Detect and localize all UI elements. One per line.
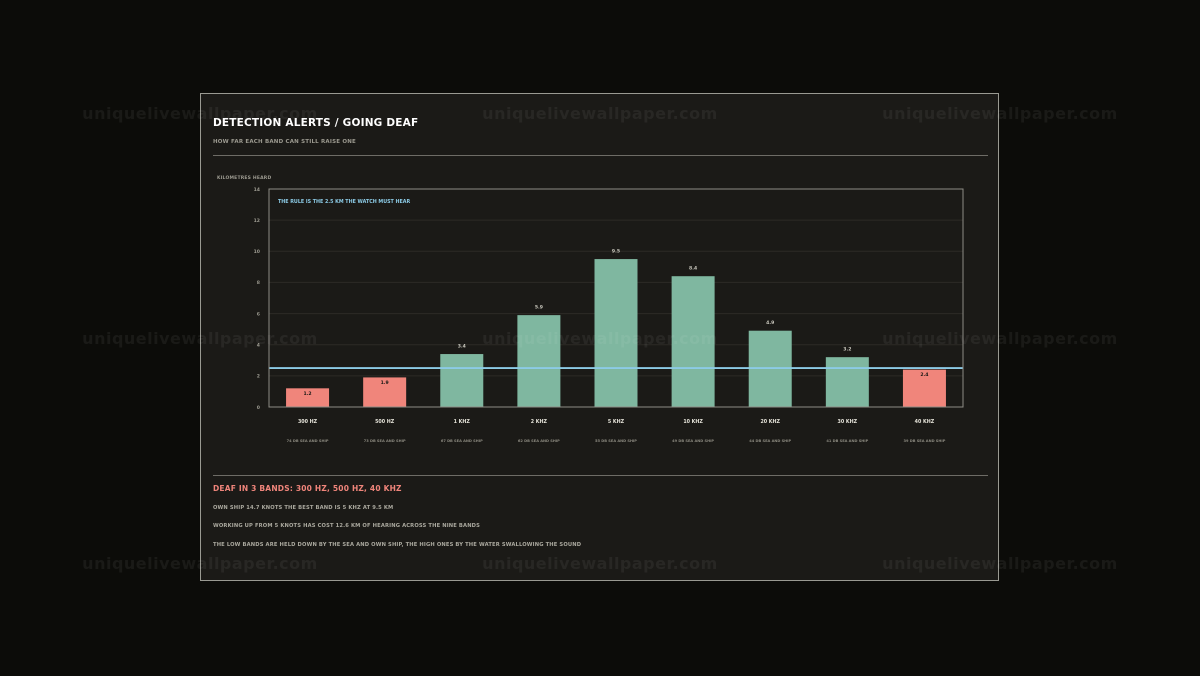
bar-value-label: 5.9 bbox=[535, 305, 543, 311]
y-tick-label: 8 bbox=[257, 280, 260, 286]
x-sub-label: 41 DB SEA AND SHIP bbox=[826, 439, 868, 443]
bar bbox=[671, 276, 715, 407]
x-sub-label: 39 DB SEA AND SHIP bbox=[903, 439, 945, 443]
x-sub-label: 49 DB SEA AND SHIP bbox=[672, 439, 714, 443]
y-tick-label: 14 bbox=[254, 187, 260, 193]
x-tick-label: 500 HZ bbox=[375, 419, 395, 425]
bar-value-label: 2.4 bbox=[920, 372, 928, 378]
x-tick-label: 5 KHZ bbox=[608, 419, 625, 425]
bar-value-label: 8.4 bbox=[689, 266, 697, 272]
x-tick-label: 40 KHZ bbox=[915, 419, 935, 425]
labels-layer: 0 2 4 6 8 10 12 14 1.2 300 HZ 74 DB SEA AND SHIP 1.… bbox=[254, 187, 946, 443]
y-tick-label: 10 bbox=[254, 249, 260, 255]
page-subtitle: HOW FAR EACH BAND CAN STILL RAISE ONE bbox=[213, 139, 356, 145]
x-sub-label: 67 DB SEA AND SHIP bbox=[441, 439, 483, 443]
x-tick-label: 1 KHZ bbox=[454, 419, 471, 425]
y-axis-label: KILOMETRES HEARD bbox=[217, 176, 272, 181]
summary-note: WORKING UP FROM 5 KNOTS HAS COST 12.6 KM… bbox=[213, 523, 481, 529]
chart-panel: DETECTION ALERTS / GOING DEAF HOW FAR EA… bbox=[200, 93, 999, 581]
bar bbox=[825, 357, 869, 407]
divider-top bbox=[213, 155, 988, 156]
x-tick-label: 30 KHZ bbox=[838, 419, 858, 425]
bar bbox=[902, 369, 946, 407]
deaf-summary-headline: DEAF IN 3 BANDS: 300 HZ, 500 HZ, 40 KHZ bbox=[213, 484, 402, 493]
bar-value-label: 9.5 bbox=[612, 249, 620, 255]
y-tick-label: 0 bbox=[257, 405, 260, 411]
x-tick-label: 300 HZ bbox=[298, 419, 318, 425]
plot-frame bbox=[268, 188, 964, 408]
bar bbox=[286, 388, 330, 407]
bar-chart: 0 2 4 6 8 10 12 14 1.2 300 HZ 74 DB SEA AND SHIP 1.… bbox=[254, 187, 964, 443]
x-sub-label: 74 DB SEA AND SHIP bbox=[287, 439, 329, 443]
y-tick-label: 12 bbox=[254, 218, 260, 224]
bar-value-label: 3.4 bbox=[458, 344, 466, 350]
bar-value-label: 4.9 bbox=[766, 320, 774, 326]
threshold-label: THE RULE IS THE 2.5 KM THE WATCH MUST HE… bbox=[278, 199, 410, 205]
y-tick-label: 4 bbox=[257, 343, 260, 349]
y-tick-label: 6 bbox=[257, 311, 260, 317]
page-title: DETECTION ALERTS / GOING DEAF bbox=[213, 117, 419, 129]
x-sub-label: 73 DB SEA AND SHIP bbox=[364, 439, 406, 443]
bar bbox=[440, 354, 484, 407]
x-tick-label: 10 KHZ bbox=[683, 419, 703, 425]
y-tick-label: 2 bbox=[257, 374, 260, 380]
divider-bottom bbox=[213, 475, 988, 476]
x-tick-label: 2 KHZ bbox=[531, 419, 548, 425]
bar-value-label: 1.2 bbox=[303, 391, 311, 397]
bar-value-label: 3.2 bbox=[843, 347, 851, 353]
x-tick-label: 20 KHZ bbox=[760, 419, 780, 425]
x-sub-label: 62 DB SEA AND SHIP bbox=[518, 439, 560, 443]
summary-note: OWN SHIP 14.7 KNOTS THE BEST BAND IS 5 K… bbox=[213, 505, 394, 511]
summary-note: THE LOW BANDS ARE HELD DOWN BY THE SEA A… bbox=[213, 542, 582, 548]
bar-value-label: 1.9 bbox=[381, 380, 389, 386]
bar bbox=[594, 259, 638, 407]
bar bbox=[517, 315, 561, 407]
x-sub-label: 55 DB SEA AND SHIP bbox=[595, 439, 637, 443]
bar bbox=[363, 377, 407, 407]
x-sub-label: 44 DB SEA AND SHIP bbox=[749, 439, 791, 443]
